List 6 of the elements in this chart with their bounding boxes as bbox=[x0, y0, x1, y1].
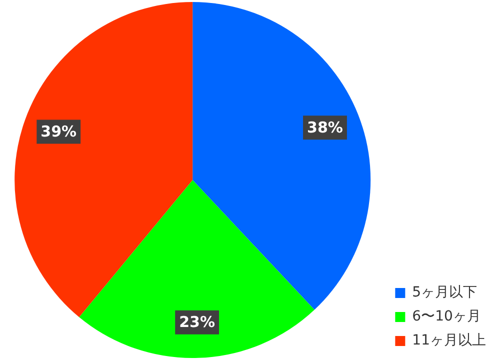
data-label: 38% bbox=[307, 118, 343, 136]
legend-label: 11ヶ月以上 bbox=[412, 332, 486, 349]
legend-label: 5ヶ月以下 bbox=[412, 284, 478, 301]
legend-label: 6〜10ヶ月 bbox=[412, 308, 481, 325]
data-label: 39% bbox=[40, 122, 77, 141]
data-label: 23% bbox=[179, 313, 216, 332]
